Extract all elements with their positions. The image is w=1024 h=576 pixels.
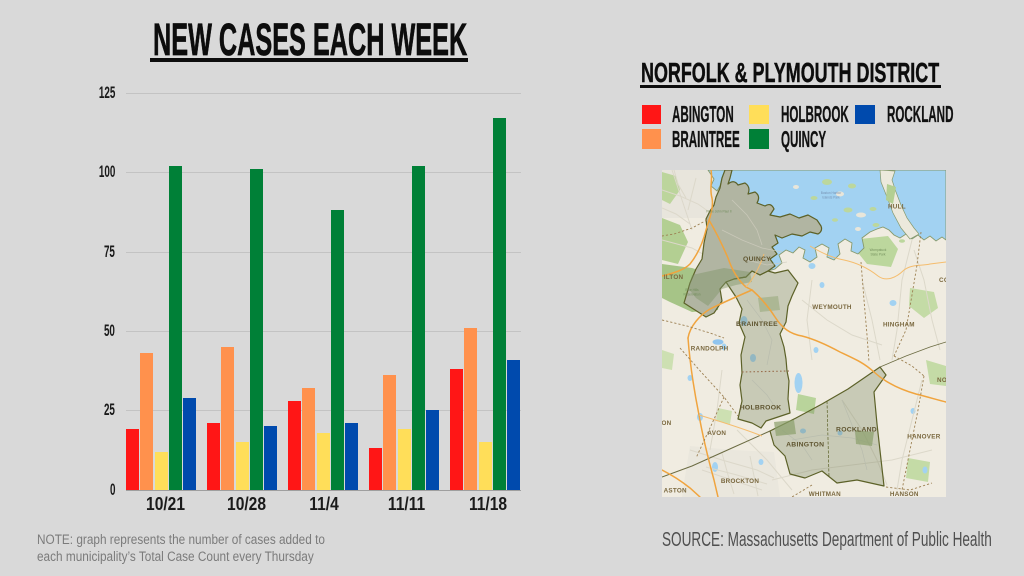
svg-text:Reservation: Reservation — [683, 292, 700, 296]
svg-text:HANOVER: HANOVER — [907, 433, 940, 440]
svg-text:RANDOLPH: RANDOLPH — [691, 345, 729, 352]
svg-text:WHITMAN: WHITMAN — [809, 491, 841, 497]
svg-text:Wompatuck: Wompatuck — [870, 248, 887, 252]
svg-text:HANSON: HANSON — [890, 491, 919, 497]
svg-text:Boston Harbor: Boston Harbor — [821, 191, 842, 195]
svg-text:ABINGTON: ABINGTON — [786, 441, 824, 448]
svg-text:ILTON: ILTON — [664, 274, 684, 281]
svg-text:State Park: State Park — [871, 252, 886, 256]
svg-text:HINGHAM: HINGHAM — [883, 321, 915, 328]
svg-text:Blue Hills: Blue Hills — [685, 288, 699, 292]
svg-text:NO: NO — [937, 377, 946, 384]
svg-text:ON: ON — [662, 420, 672, 427]
svg-text:Islands Park: Islands Park — [822, 195, 840, 199]
svg-text:ASTON: ASTON — [664, 487, 687, 494]
svg-text:HOLBROOK: HOLBROOK — [740, 404, 782, 411]
svg-text:AVON: AVON — [707, 430, 726, 437]
svg-text:CO: CO — [939, 277, 946, 284]
svg-text:BRAINTREE: BRAINTREE — [736, 321, 778, 328]
svg-text:QUINCY: QUINCY — [743, 256, 771, 263]
svg-text:ROCKLAND: ROCKLAND — [836, 426, 877, 433]
svg-text:Pope John Paul II: Pope John Paul II — [706, 209, 731, 213]
svg-text:WEYMOUTH: WEYMOUTH — [812, 304, 852, 311]
svg-text:HULL: HULL — [888, 203, 906, 210]
svg-text:BROCKTON: BROCKTON — [721, 478, 759, 485]
